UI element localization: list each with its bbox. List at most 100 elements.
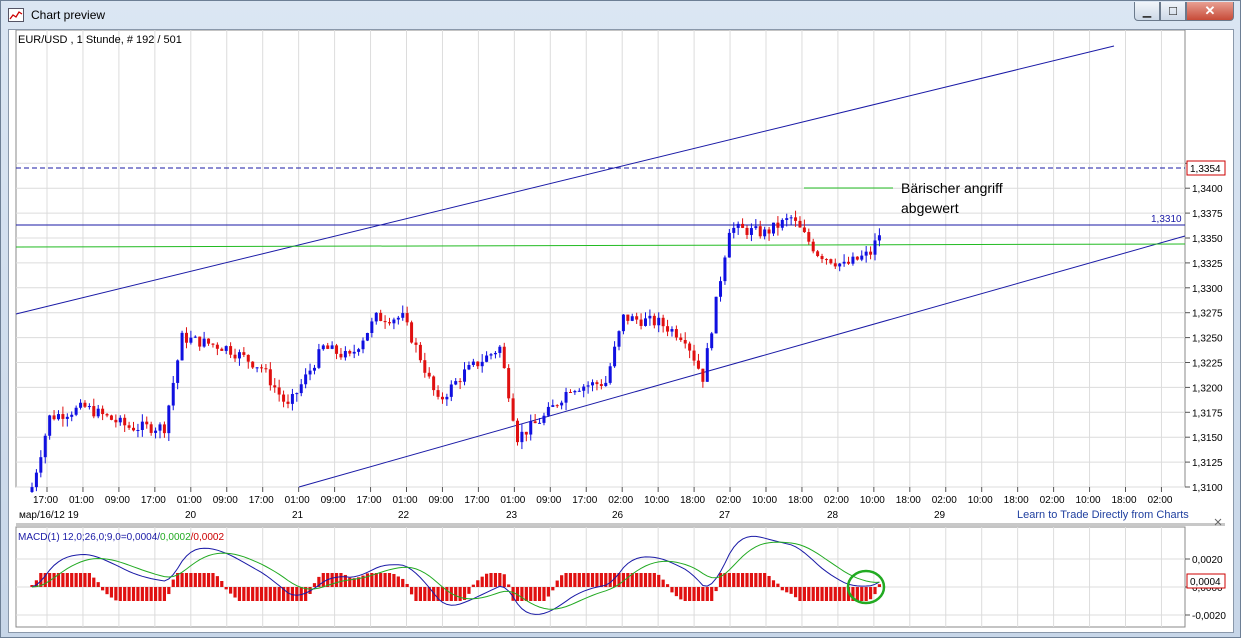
- macd-hist-bar: [740, 573, 745, 587]
- maximize-button[interactable]: ☐: [1160, 2, 1186, 21]
- time-tick-label: 18:00: [896, 495, 921, 506]
- candle-body: [626, 314, 630, 321]
- macd-hist-bar: [229, 587, 233, 594]
- macd-hist-bar: [281, 587, 286, 601]
- candle-body: [833, 263, 837, 267]
- close-indicator-icon[interactable]: [1214, 518, 1222, 526]
- macd-hist-bar: [873, 587, 877, 595]
- macd-value: 0,0004: [127, 532, 158, 543]
- macd-hist-bar: [515, 587, 520, 601]
- candle-body: [70, 414, 74, 417]
- candle-body: [696, 360, 700, 369]
- candle-body: [573, 391, 577, 393]
- candle-body: [295, 393, 299, 395]
- candle-body: [61, 414, 65, 419]
- candle-body: [820, 256, 824, 260]
- time-tick-label: 10:00: [1076, 495, 1101, 506]
- candle-body: [154, 430, 158, 433]
- candle-body: [290, 393, 294, 404]
- date-tick-label: 23: [506, 510, 518, 521]
- macd-hist-bar: [458, 587, 462, 601]
- candle-body: [449, 384, 453, 397]
- macd-hist-bar: [771, 580, 776, 587]
- close-button[interactable]: ✕: [1186, 2, 1234, 21]
- candle-body: [674, 329, 678, 338]
- candle-body: [251, 361, 255, 368]
- learn-to-trade-link[interactable]: Learn to Trade Directly from Charts: [1017, 509, 1189, 521]
- macd-hist-bar: [352, 578, 356, 587]
- candle-body: [864, 251, 868, 256]
- support-line[interactable]: [15, 243, 1186, 248]
- macd-hist-bar: [560, 575, 564, 587]
- candle-body: [692, 350, 696, 361]
- macd-hist-bar: [317, 576, 321, 587]
- macd-hist-bar: [749, 573, 754, 587]
- candle-body: [480, 361, 484, 367]
- candle-body: [396, 317, 400, 320]
- macd-hist-bar: [648, 573, 652, 587]
- time-tick-label: 17:00: [464, 495, 489, 506]
- price-tick-label: 1,3225: [1192, 359, 1223, 370]
- macd-hist-bar: [864, 587, 868, 601]
- macd-hist-bar: [612, 573, 617, 587]
- time-tick-label: 10:00: [968, 495, 993, 506]
- date-tick-label: 22: [398, 510, 410, 521]
- macd-hist-bar: [745, 573, 749, 587]
- candle-body: [785, 218, 789, 220]
- candle-body: [847, 261, 851, 264]
- macd-hist-bar: [608, 573, 612, 587]
- macd-hist-bar: [268, 587, 272, 601]
- minimize-button[interactable]: ▁: [1134, 2, 1160, 21]
- candle-body: [198, 336, 202, 347]
- highlight-circle[interactable]: [846, 569, 886, 605]
- candle-body: [855, 256, 859, 260]
- channel-lower-line[interactable]: [298, 235, 1186, 488]
- date-tick-label: 20: [185, 510, 197, 521]
- macd-hist-bar: [824, 587, 829, 601]
- time-tick-label: 09:00: [428, 495, 453, 506]
- panel-splitter[interactable]: [16, 523, 1225, 526]
- candle-body: [30, 487, 34, 492]
- time-tick-label: 01:00: [69, 495, 94, 506]
- macd-hist-bar: [617, 573, 621, 587]
- candle-body: [207, 338, 211, 344]
- macd-line: [31, 535, 880, 615]
- maximize-icon: ☐: [1168, 5, 1178, 18]
- chart-area[interactable]: 1,34251,34001,33751,33501,33251,33001,32…: [8, 29, 1234, 633]
- time-tick-label: 17:00: [249, 495, 274, 506]
- macd-hist-bar: [127, 587, 131, 601]
- macd-hist-bar: [802, 587, 806, 601]
- candle-body: [43, 435, 47, 458]
- macd-hist-bar: [674, 587, 678, 597]
- macd-hist-bar: [30, 585, 34, 587]
- time-tick-label: 02:00: [1147, 495, 1172, 506]
- candle-body: [873, 240, 877, 255]
- macd-hist-bar: [546, 587, 550, 597]
- macd-hist-bar: [286, 587, 290, 601]
- time-tick-label: 02:00: [1040, 495, 1065, 506]
- time-tick-label: 10:00: [860, 495, 885, 506]
- candle-body: [555, 405, 559, 407]
- candle-body: [260, 367, 264, 369]
- macd-hist-bar: [259, 587, 264, 601]
- candle-body: [370, 321, 374, 333]
- candle-body: [118, 417, 122, 423]
- macd-hist-bar: [533, 587, 537, 601]
- candle-body: [114, 419, 118, 423]
- candle-body: [357, 349, 361, 352]
- macd-hist-bar: [440, 587, 445, 601]
- candle-body: [467, 364, 471, 370]
- macd-hist-bar: [202, 573, 206, 587]
- macd-hist-bar: [480, 576, 484, 587]
- price-tick-label: 1,3300: [1192, 284, 1223, 295]
- macd-hist-bar: [171, 579, 175, 587]
- title-bar[interactable]: Chart preview ▁ ☐ ✕: [1, 1, 1240, 29]
- candle-body: [502, 346, 506, 369]
- chart-svg[interactable]: 1,34251,34001,33751,33501,33251,33001,32…: [9, 29, 1233, 632]
- channel-upper-line[interactable]: [15, 45, 1115, 315]
- candle-body: [321, 345, 325, 350]
- macd-hist-bar: [511, 587, 515, 601]
- candle-body: [264, 368, 268, 370]
- macd-hist-bar: [776, 583, 780, 587]
- candle-body: [132, 427, 136, 431]
